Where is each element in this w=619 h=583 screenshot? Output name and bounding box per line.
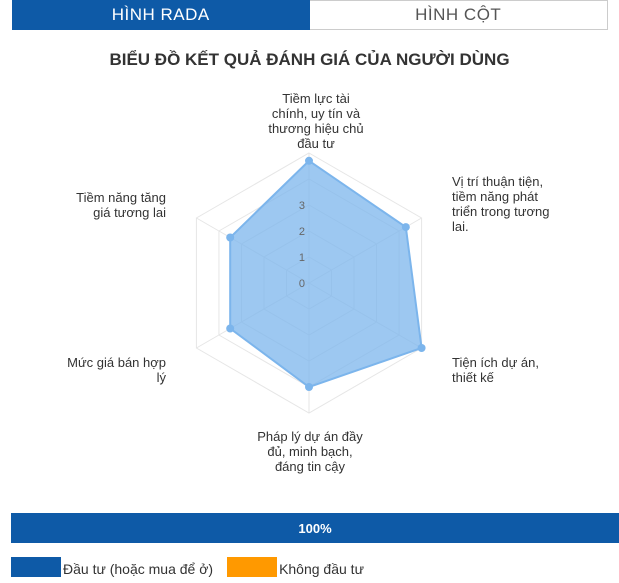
radar-axis-label-line: Tiện ích dự án, <box>452 355 539 370</box>
radar-axis-label-line: Tiềm lực tài <box>282 91 350 106</box>
legend-label-invest: Đầu tư (hoặc mua để ở) <box>63 561 214 577</box>
radar-axis-label-line: thương hiệu chủ <box>268 121 363 136</box>
radar-axis-label-line: thiết kế <box>452 370 495 385</box>
radar-data-point <box>401 223 410 232</box>
progress-fill: 100% <box>11 513 619 543</box>
radar-data-point <box>226 324 235 333</box>
radar-tick-label: 1 <box>299 252 305 264</box>
radar-axis-label-line: lai. <box>452 219 469 234</box>
radar-axis-label: Tiềm lực tài chính, uy tín và thương hiệu … <box>268 91 363 151</box>
radar-axis-label-line: chính, uy tín và <box>272 106 361 121</box>
radar-axis-label-line: tiềm năng phát <box>452 189 538 204</box>
radar-chart: 0 1 2 3 Tiềm lực tài chính, uy tín và thương … <box>67 91 549 474</box>
tab-column[interactable]: HÌNH CỘT <box>309 0 608 30</box>
radar-data-point <box>226 233 235 242</box>
radar-tick-label: 3 <box>299 200 305 212</box>
radar-axis-label: Mức giá bán hợp lý <box>67 355 166 385</box>
chart-title: BIỂU ĐỒ KẾT QUẢ ĐÁNH GIÁ CỦA NGƯỜI DÙNG <box>109 50 510 69</box>
radar-axis-label-line: đầu tư <box>297 136 335 151</box>
radar-axis-label-line: Vị trí thuận tiện, <box>452 174 543 189</box>
legend-swatch-not-invest <box>227 557 278 577</box>
legend-swatch-invest <box>11 557 61 577</box>
radar-axis-label-line: Mức giá bán hợp <box>67 355 166 370</box>
radar-tick-label: 2 <box>299 226 305 238</box>
radar-axis-label: Tiện ích dự án, thiết kế <box>452 355 539 385</box>
legend-item-not-invest[interactable]: Không đầu tư <box>227 557 364 577</box>
radar-axis-label-line: Tiềm năng tăng <box>76 190 166 205</box>
radar-data-point <box>417 344 426 352</box>
progress-bar: 100% <box>11 513 619 543</box>
radar-tick-label: 0 <box>299 278 305 290</box>
radar-series <box>226 156 426 391</box>
radar-axis-label-line: đáng tin cậy <box>275 459 346 474</box>
radar-axis-labels: Tiềm lực tài chính, uy tín và thương hiệu … <box>67 91 549 474</box>
radar-series-area <box>229 159 423 389</box>
radar-axis-label: Pháp lý dự án đầy đủ, minh bạch, đáng tin … <box>257 429 363 474</box>
radar-axis-label-line: đủ, minh bạch, <box>267 444 352 459</box>
radar-axis-label-line: triển trong tương <box>452 204 549 219</box>
radar-axis-label-line: lý <box>157 370 167 385</box>
radar-data-point <box>305 383 313 391</box>
legend-item-invest[interactable]: Đầu tư (hoặc mua để ở) <box>11 557 213 577</box>
radar-data-point <box>305 156 313 165</box>
legend-label-not-invest: Không đầu tư <box>279 561 364 577</box>
radar-ticks: 0 1 2 3 <box>299 200 305 290</box>
tab-radar[interactable]: HÌNH RADA <box>12 0 310 30</box>
legend: Đầu tư (hoặc mua để ở) Không đầu tư <box>11 555 378 577</box>
chart-tabs: HÌNH RADA HÌNH CỘT <box>12 0 608 30</box>
radar-axis-label-line: Pháp lý dự án đầy <box>257 429 363 444</box>
progress-label: 100% <box>298 520 332 536</box>
radar-axis-label-line: giá tương lai <box>93 205 166 220</box>
radar-axis-label: Tiềm năng tăng giá tương lai <box>76 190 166 220</box>
radar-axis-label: Vị trí thuận tiện, tiềm năng phát triển tr… <box>452 174 549 234</box>
